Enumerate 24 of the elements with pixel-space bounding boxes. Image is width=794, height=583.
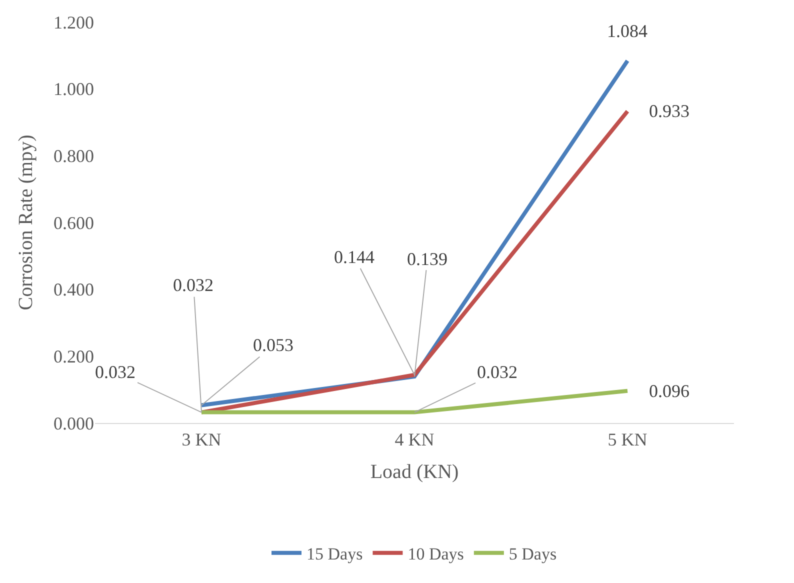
y-tick-label: 0.200	[54, 346, 94, 366]
y-tick-label: 1.000	[54, 79, 94, 100]
data-label: 0.933	[649, 101, 690, 121]
y-tick-label: 0.800	[54, 146, 94, 166]
x-axis-title: Load (KN)	[370, 461, 459, 484]
y-tick-label: 0.400	[54, 280, 94, 300]
annotation: 0.144	[334, 247, 374, 267]
data-label: 1.084	[607, 21, 648, 41]
legend-label: 5 Days	[508, 544, 557, 564]
x-tick-label: 5 KN	[608, 430, 648, 450]
annotation: 0.032	[477, 362, 518, 382]
x-tick-label: 4 KN	[394, 430, 434, 450]
y-tick-label: 1.200	[54, 12, 94, 32]
annotation: 0.032	[173, 275, 214, 295]
y-tick-label: 0.000	[54, 413, 94, 434]
legend-label: 15 Days	[306, 544, 363, 564]
y-axis-title: Corrosion Rate (mpy)	[15, 134, 37, 310]
annotation: 0.139	[407, 249, 448, 269]
x-tick-label: 3 KN	[182, 430, 222, 450]
annotation: 0.053	[253, 335, 294, 355]
data-label: 0.096	[649, 381, 690, 401]
legend-label: 10 Days	[408, 544, 464, 564]
y-tick-label: 0.600	[54, 212, 94, 233]
annotation: 0.032	[95, 362, 136, 382]
